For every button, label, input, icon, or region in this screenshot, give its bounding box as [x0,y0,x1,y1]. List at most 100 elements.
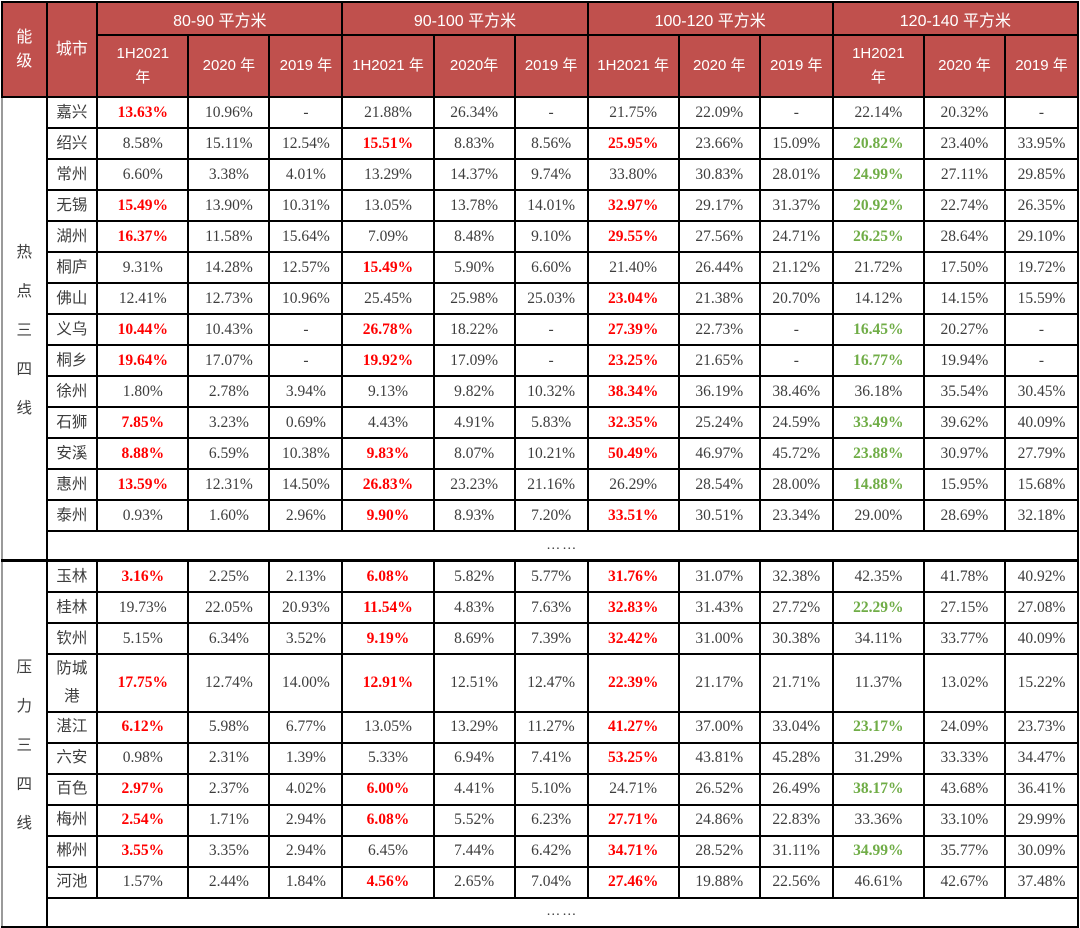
value-cell: 14.15% [922,282,1006,315]
value-cell: 3.38% [187,158,271,191]
value-cell: 10.43% [187,313,271,346]
value-cell: 14.28% [187,251,271,284]
value-cell: 14.37% [432,158,516,191]
value-cell: 36.18% [831,375,925,408]
value-cell: 13.05% [341,710,435,744]
value-cell: 2.78% [187,375,271,408]
value-cell: 25.95% [586,127,680,160]
value-cell: 20.27% [922,313,1006,346]
value-cell: 22.56% [758,865,834,899]
value-cell: 0.69% [268,406,344,439]
value-cell: 32.35% [586,406,680,439]
value-cell: 14.01% [513,189,589,222]
value-cell: 1.80% [96,375,190,408]
value-cell: 22.74% [922,189,1006,222]
value-cell: 26.44% [677,251,761,284]
year-header: 2019 年 [1003,34,1080,98]
value-cell: 24.59% [758,406,834,439]
value-cell: 46.97% [677,437,761,470]
city-group: 压力三四线玉林 3.16% 2.25% 2.13% 6.08% 5.82% 5.77% 31.… [1,558,1080,928]
area-group-header: 120-140 平方米 [831,1,1080,36]
value-cell: 29.55% [586,220,680,253]
value-cell: 23.88% [831,437,925,470]
city-cell: 六安 [45,741,99,775]
table-header: 能级 城市 80-90 平方米 90-100 平方米 100-120 平方米 120-14… [1,1,1080,98]
value-cell: 38.17% [831,772,925,806]
value-cell: 23.66% [677,127,761,160]
value-cell: 19.92% [341,344,435,377]
value-cell: 9.13% [341,375,435,408]
value-cell: 32.18% [1003,499,1080,532]
value-cell: 23.25% [586,344,680,377]
value-cell: 31.43% [677,591,761,624]
value-cell: 27.79% [1003,437,1080,470]
value-cell: 24.09% [922,710,1006,744]
city-cell: 郴州 [45,834,99,868]
city-cell: 泰州 [45,499,99,532]
value-cell: 23.40% [922,127,1006,160]
city-cell: 嘉兴 [45,96,99,129]
value-cell: 16.45% [831,313,925,346]
value-cell: 24.71% [758,220,834,253]
value-cell: 5.98% [187,710,271,744]
year-header: 1H2021 年 [341,34,435,98]
table-row: 湛江 6.12% 5.98% 6.77% 13.05% 13.29% 11.27% 41.27… [2,710,1080,744]
city-cell: 梅州 [45,803,99,837]
value-cell: 32.42% [586,622,680,655]
value-cell: 34.99% [831,834,925,868]
value-cell: 6.23% [513,803,589,837]
value-cell: 1.39% [268,741,344,775]
value-cell: 22.09% [677,96,761,129]
value-cell: 27.56% [677,220,761,253]
city-cell: 湛江 [45,710,99,744]
table-row: 湖州 16.37% 11.58% 15.64% 7.09% 8.48% 9.10% 29.55… [2,220,1080,253]
table-row: 桐乡 19.64% 17.07% -19.92% 17.09% -23.25% 21.65%… [2,344,1080,377]
value-cell: 31.00% [677,622,761,655]
value-cell: 2.13% [268,559,344,593]
value-cell: 17.75% [96,653,190,713]
table-row: 常州 6.60% 3.38% 4.01% 13.29% 14.37% 9.74% 33.80%… [2,158,1080,191]
year-header: 1H2021 年 [96,34,190,98]
value-cell: 6.34% [187,622,271,655]
year-header: 2020 年 [677,34,761,98]
value-cell: 36.19% [677,375,761,408]
value-cell: 6.12% [96,710,190,744]
city-group: 热点三四线嘉兴 13.63% 10.96% -21.88% 26.34% -21.75% 2… [1,96,1080,562]
tier-char: 三 [16,736,33,754]
value-cell: 14.12% [831,282,925,315]
value-cell: 6.00% [341,772,435,806]
table-row: 徐州 1.80% 2.78% 3.94% 9.13% 9.82% 10.32% 38.34% 3… [2,375,1080,408]
value-cell: 11.54% [341,591,435,624]
value-cell: 29.85% [1003,158,1080,191]
value-cell: 19.88% [677,865,761,899]
value-cell: 19.73% [96,591,190,624]
year-header: 2020 年 [187,34,271,98]
value-cell: 25.98% [432,282,516,315]
value-cell: 5.83% [513,406,589,439]
value-cell: 33.10% [922,803,1006,837]
value-cell: 40.09% [1003,406,1080,439]
value-cell: 8.07% [432,437,516,470]
value-cell: 25.03% [513,282,589,315]
value-cell: 10.96% [268,282,344,315]
value-cell: - [268,96,344,129]
year-header: 2020年 [432,34,516,98]
tier-header: 能级 [1,1,48,98]
year-header: 1H2021 年 [586,34,680,98]
value-cell: 33.95% [1003,127,1080,160]
value-cell: 2.94% [268,834,344,868]
value-cell: 28.54% [677,468,761,501]
value-cell: 30.97% [922,437,1006,470]
value-cell: 11.27% [513,710,589,744]
value-cell: 19.64% [96,344,190,377]
value-cell: 4.01% [268,158,344,191]
value-cell: 12.31% [187,468,271,501]
tier-char: 力 [16,697,33,715]
value-cell: 8.69% [432,622,516,655]
value-cell: 15.51% [341,127,435,160]
ellipsis-cell: …… [45,896,1080,928]
city-cell: 徐州 [45,375,99,408]
ellipsis-cell: …… [45,530,1080,562]
